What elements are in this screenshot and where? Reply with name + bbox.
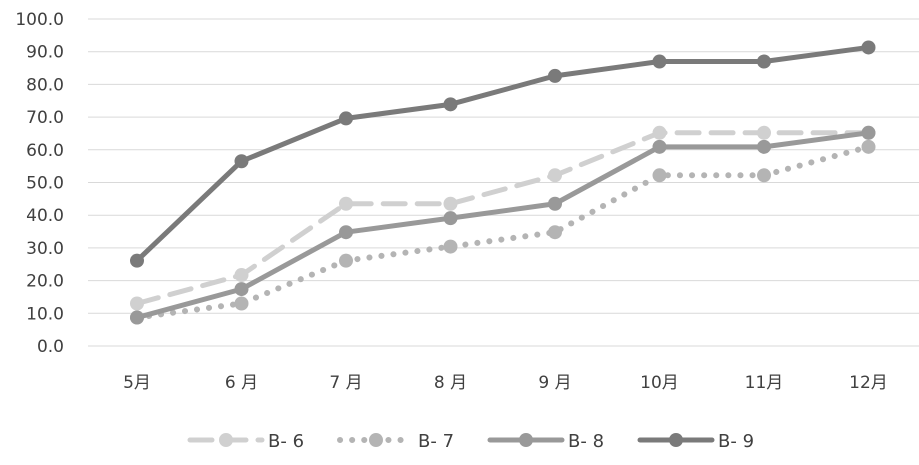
x-tick-label: 10月 [640, 373, 679, 393]
data-point-marker [548, 168, 562, 183]
data-point-marker [339, 253, 353, 268]
legend-label: B- 7 [418, 431, 454, 452]
x-tick-label: 6 月 [225, 373, 258, 393]
x-axis-tick-labels: 5月 6 月 7 月 8 月 9 月 10月 11月 12月 [123, 373, 888, 393]
data-point-marker [757, 139, 771, 154]
y-tick-label: 0.0 [37, 337, 64, 357]
data-point-marker [861, 139, 876, 154]
data-point-marker [757, 125, 771, 140]
legend-label: B- 9 [718, 431, 754, 452]
legend: B- 6 B- 7 B- 8 B- 9 [187, 431, 754, 452]
legend-marker [369, 433, 383, 447]
series-line [134, 130, 871, 321]
y-tick-label: 100.0 [15, 10, 64, 30]
data-point-marker [234, 296, 249, 311]
y-tick-label: 40.0 [26, 206, 64, 226]
data-point-marker [757, 54, 771, 69]
data-point-marker [652, 168, 667, 183]
series-4 [130, 40, 876, 268]
y-tick-label: 10.0 [26, 304, 64, 324]
data-point-marker [548, 68, 562, 83]
y-tick-label: 30.0 [26, 239, 64, 259]
legend-entry: B- 9 [637, 431, 754, 452]
data-point-marker [443, 211, 458, 226]
series-3 [130, 125, 876, 325]
x-tick-label: 11月 [745, 373, 784, 393]
x-tick-label: 12月 [849, 373, 888, 393]
series-line [134, 143, 872, 321]
data-point-marker [130, 253, 144, 268]
data-point-marker [443, 239, 458, 254]
data-point-marker [234, 282, 249, 297]
data-point-marker [861, 40, 876, 55]
series-lines [130, 40, 876, 325]
legend-marker [669, 433, 683, 447]
data-point-marker [652, 125, 667, 140]
y-tick-label: 80.0 [26, 75, 64, 95]
legend-entry: B- 6 [187, 431, 304, 452]
legend-entry: B- 8 [487, 431, 604, 452]
y-tick-label: 60.0 [26, 141, 64, 161]
data-point-marker [130, 310, 144, 325]
legend-label: B- 6 [268, 431, 304, 452]
data-point-marker [339, 196, 353, 211]
x-tick-label: 5月 [123, 373, 151, 393]
legend-entry: B- 7 [337, 431, 454, 452]
x-tick-label: 7 月 [329, 373, 362, 393]
legend-label: B- 8 [568, 431, 604, 452]
data-point-marker [130, 296, 144, 311]
data-point-marker [234, 154, 249, 169]
y-axis-tick-labels: 0.0 10.0 20.0 30.0 40.0 50.0 60.0 70.0 80.0 90.0 1… [15, 10, 64, 357]
gridlines [88, 18, 919, 347]
data-point-marker [548, 225, 562, 240]
y-tick-label: 50.0 [26, 174, 64, 194]
data-point-marker [861, 125, 876, 140]
x-tick-label: 8 月 [434, 373, 467, 393]
data-point-marker [652, 139, 667, 154]
series-line [134, 44, 871, 264]
data-point-marker [757, 168, 771, 183]
data-point-marker [443, 196, 458, 211]
legend-marker [219, 433, 233, 447]
data-point-marker [652, 54, 667, 69]
legend-marker [519, 433, 533, 447]
data-point-marker [548, 196, 562, 211]
x-tick-label: 9 月 [538, 373, 571, 393]
y-tick-label: 90.0 [26, 43, 64, 63]
series-line [134, 130, 871, 306]
data-point-marker [443, 97, 458, 112]
data-point-marker [234, 268, 249, 283]
y-tick-label: 70.0 [26, 108, 64, 128]
data-point-marker [339, 225, 353, 240]
y-tick-label: 20.0 [26, 272, 64, 292]
data-point-marker [339, 111, 353, 126]
